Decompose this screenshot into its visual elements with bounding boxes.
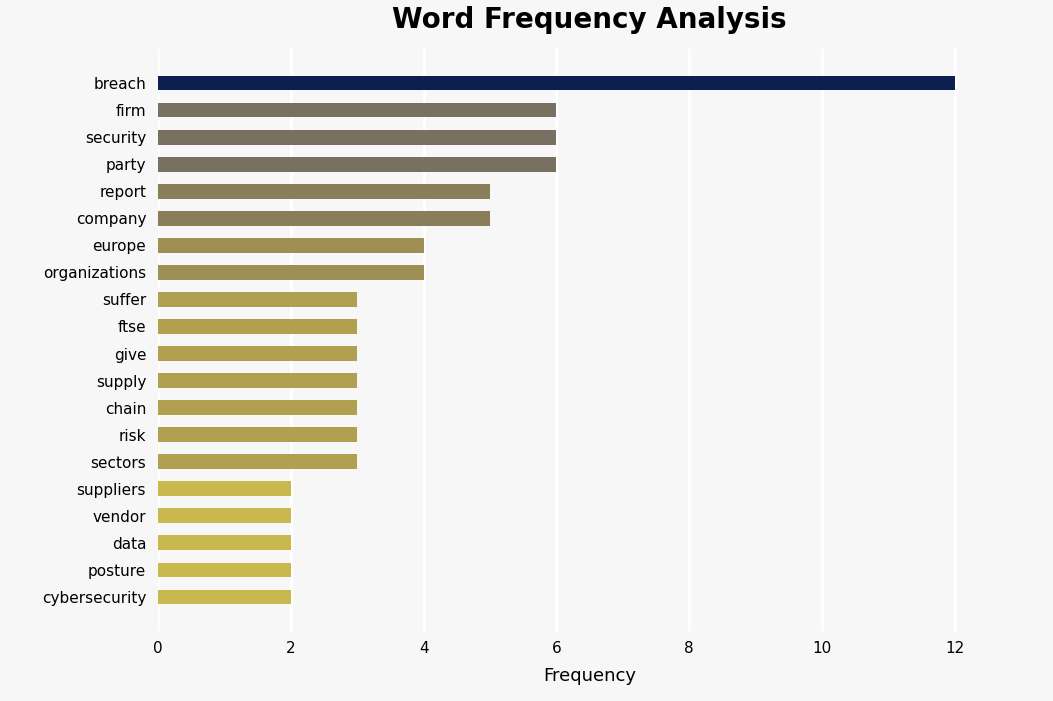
Bar bbox=[158, 130, 556, 144]
Bar bbox=[158, 427, 357, 442]
Bar bbox=[158, 346, 357, 361]
Bar bbox=[158, 400, 357, 415]
Bar bbox=[158, 454, 357, 469]
Bar bbox=[158, 590, 291, 604]
Bar bbox=[158, 265, 423, 280]
Bar bbox=[158, 373, 357, 388]
Bar bbox=[158, 508, 291, 523]
Bar bbox=[158, 102, 556, 118]
Bar bbox=[158, 211, 490, 226]
Bar bbox=[158, 76, 955, 90]
Bar bbox=[158, 157, 556, 172]
Bar bbox=[158, 238, 423, 253]
Bar bbox=[158, 482, 291, 496]
Bar bbox=[158, 292, 357, 307]
Bar bbox=[158, 319, 357, 334]
Bar bbox=[158, 562, 291, 578]
Title: Word Frequency Analysis: Word Frequency Analysis bbox=[393, 6, 787, 34]
Bar bbox=[158, 536, 291, 550]
Bar bbox=[158, 184, 490, 198]
X-axis label: Frequency: Frequency bbox=[543, 667, 636, 685]
